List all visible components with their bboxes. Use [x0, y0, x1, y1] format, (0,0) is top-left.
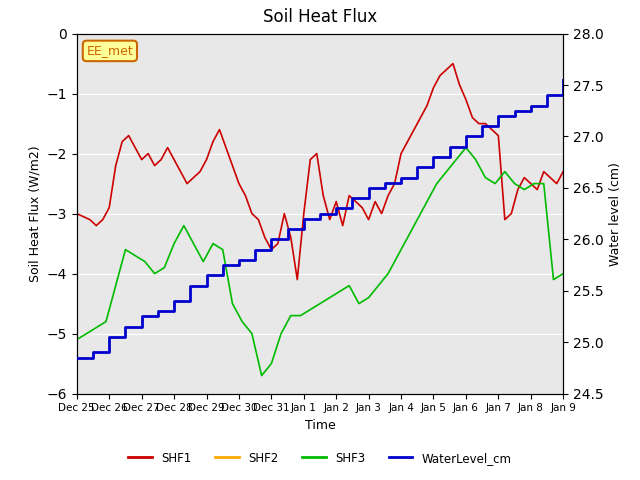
Y-axis label: Water level (cm): Water level (cm) — [609, 162, 622, 265]
Text: EE_met: EE_met — [86, 44, 133, 58]
X-axis label: Time: Time — [305, 419, 335, 432]
Y-axis label: Soil Heat Flux (W/m2): Soil Heat Flux (W/m2) — [28, 145, 41, 282]
Title: Soil Heat Flux: Soil Heat Flux — [263, 9, 377, 26]
Legend: SHF1, SHF2, SHF3, WaterLevel_cm: SHF1, SHF2, SHF3, WaterLevel_cm — [124, 447, 516, 469]
